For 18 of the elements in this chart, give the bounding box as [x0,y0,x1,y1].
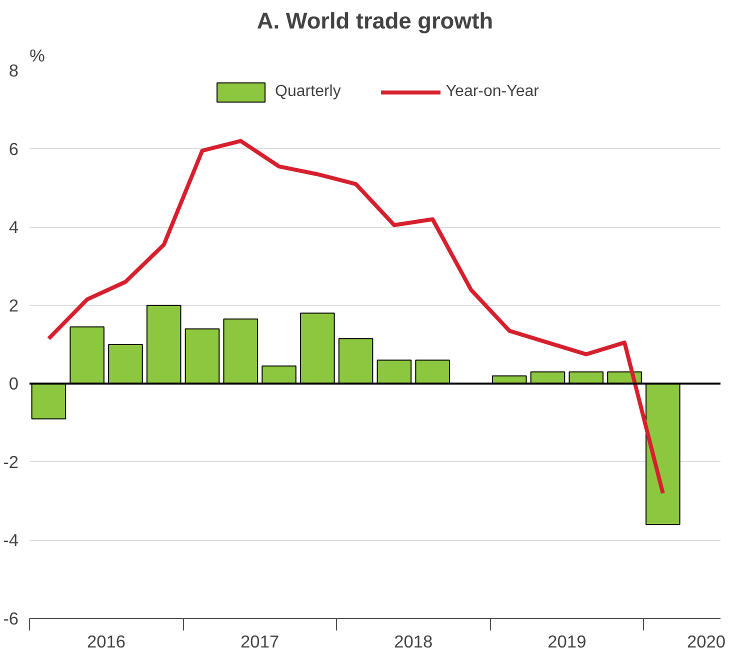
y-tick-label: -6 [3,608,19,628]
chart-title: A. World trade growth [256,8,494,34]
y-tick-label: 8 [8,60,19,80]
y-tick-label: 4 [8,217,19,238]
y-tick-label: 6 [8,138,19,159]
y-tick-label: -2 [3,452,19,472]
y-tick-label: 0 [8,374,19,394]
y-tick-label: 2 [8,295,19,316]
x-tick-label: 2019 [548,632,586,652]
x-tick-label: 2017 [240,632,280,652]
legend-label: Year-on-Year [446,83,539,101]
y-tick-label: -4 [3,530,19,550]
line-series [46,138,665,496]
x-tick-label: 2018 [394,632,433,652]
legend-label: Quarterly [275,83,341,101]
x-tick-label: 2016 [87,632,126,652]
y-axis-title: % [30,46,45,66]
x-tick-label: 2020 [686,632,726,652]
